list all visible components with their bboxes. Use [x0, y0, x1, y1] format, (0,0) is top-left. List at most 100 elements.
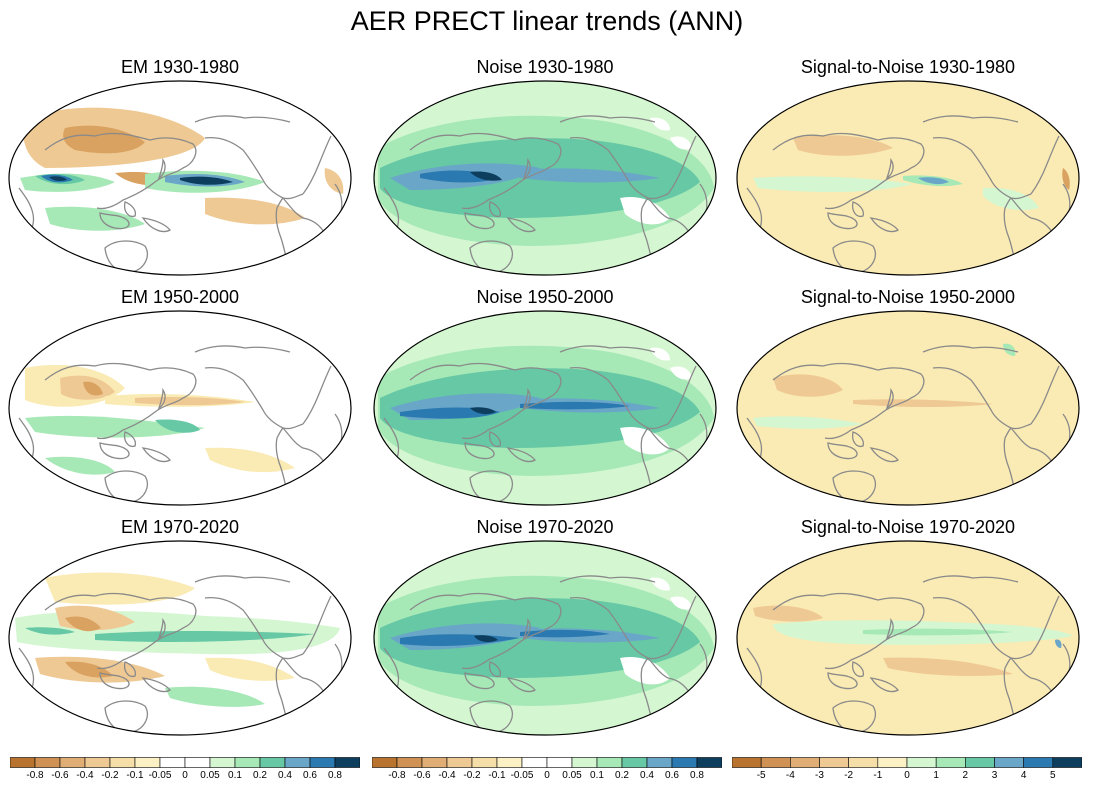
colorbar-tick-label: -0.8 — [26, 770, 44, 781]
colorbar-box — [309, 757, 336, 768]
coastline — [885, 157, 894, 180]
coastline — [885, 387, 894, 410]
colorbar-box — [696, 757, 722, 768]
field-contour — [470, 171, 502, 181]
coastline — [559, 345, 656, 353]
panel-title: EM 1930-1980 — [120, 57, 240, 77]
map-panel-snr-1930-1980: Signal-to-Noise 1930-1980 — [733, 56, 1083, 281]
colorbar-box — [935, 757, 966, 768]
coastline — [194, 575, 291, 583]
field-contour — [650, 347, 670, 361]
colorbar-box — [1023, 757, 1054, 768]
field-contour — [205, 657, 295, 681]
colorbar-box — [59, 757, 86, 768]
coastline — [522, 617, 531, 640]
map-border — [373, 80, 717, 276]
colorbar-box — [790, 757, 820, 768]
colorbar-tick-label: 0.4 — [640, 770, 654, 781]
colorbar-box — [34, 757, 61, 768]
panel-title: Noise 1930-1980 — [476, 57, 614, 77]
colorbar-tick-label: -2 — [844, 770, 854, 781]
coastline — [772, 362, 925, 440]
coastline — [506, 217, 536, 233]
field-contour — [205, 447, 295, 473]
colorbar-box — [471, 757, 498, 768]
field-contour — [474, 635, 498, 643]
coastline — [772, 592, 925, 670]
map-panel-snr-1950-2000: Signal-to-Noise 1950-2000 — [733, 286, 1083, 511]
robinson-map — [8, 540, 352, 736]
field-contour — [520, 401, 630, 410]
coastline — [559, 115, 656, 123]
robinson-map — [736, 310, 1080, 506]
coastline — [827, 212, 858, 230]
field-contour — [753, 416, 863, 429]
coastline — [204, 136, 304, 200]
coastline — [44, 362, 197, 440]
colorbar-box — [259, 757, 286, 768]
coastline — [1030, 595, 1060, 655]
colorbar-tick-label: 0.6 — [665, 770, 679, 781]
coastline — [464, 212, 495, 230]
colorbar-tick-label: -0.05 — [510, 770, 534, 781]
colorbar-tick-label: -5 — [756, 770, 766, 781]
panel-title: Noise 1970-2020 — [476, 517, 614, 537]
coastline — [488, 201, 502, 218]
colorbar-box — [284, 757, 311, 768]
coastline — [141, 677, 171, 693]
field-contour — [25, 415, 205, 438]
colorbar-tick-label: 5 — [1050, 770, 1056, 781]
robinson-map — [736, 80, 1080, 276]
field-contour — [83, 381, 103, 396]
colorbar-box — [134, 757, 161, 768]
coastline — [640, 427, 694, 505]
field-contour — [1055, 639, 1062, 648]
coastline — [559, 575, 656, 583]
coastline — [464, 672, 495, 690]
coastline — [44, 132, 197, 210]
coastline — [1003, 197, 1057, 275]
coastline — [851, 661, 865, 678]
coastline — [409, 362, 562, 440]
colorbar-box — [421, 757, 448, 768]
coastline — [1030, 365, 1060, 425]
map-border — [736, 80, 1080, 276]
field-contour — [45, 456, 115, 475]
panel-title: Signal-to-Noise 1930-1980 — [800, 57, 1016, 77]
coastline — [640, 197, 694, 275]
coastline — [275, 427, 329, 505]
colorbar-tick-label: 0 — [904, 770, 910, 781]
colorbar-box — [848, 757, 879, 768]
field-contour — [470, 407, 496, 415]
colorbar-tick-label: -3 — [815, 770, 824, 781]
colorbar-tick-label: 4 — [1020, 770, 1027, 781]
field-contour — [49, 176, 67, 181]
field-contour — [135, 397, 245, 406]
colorbar-tick-label: -0.8 — [388, 770, 406, 781]
colorbar-box — [234, 757, 261, 768]
panel-title: Signal-to-Noise 1970-2020 — [800, 517, 1016, 537]
coastline — [932, 366, 1032, 430]
coastline — [1030, 135, 1060, 195]
colorbar-tick-label: 0.05 — [200, 770, 220, 781]
colorbar-tick-label: 0 — [544, 770, 550, 781]
coastline — [488, 661, 502, 678]
coastline — [869, 217, 899, 233]
coastline — [667, 595, 697, 655]
colorbar-2: -0.8 -0.6 -0.4 -0.2 -0.1 -0.05 0 0.05 0.1 0.2 0.4 0… — [372, 757, 722, 787]
coastline — [464, 442, 495, 460]
map-panel-noise-1950-2000: Noise 1950-2000 — [370, 286, 720, 511]
colorbar-box — [159, 757, 186, 768]
coastline — [194, 115, 291, 123]
map-panel-em-1950-2000: EM 1950-2000 — [5, 286, 355, 511]
coastline — [869, 677, 899, 693]
field-contour — [1062, 168, 1070, 190]
coastline — [302, 135, 332, 195]
colorbar-tick-label: -0.4 — [76, 770, 94, 781]
field-contour — [670, 366, 692, 380]
field-contour — [737, 311, 1079, 505]
field-contour — [95, 631, 315, 642]
field-contour — [670, 596, 692, 610]
colorbar-tick-label: 0.4 — [278, 770, 292, 781]
field-contour — [520, 168, 660, 183]
